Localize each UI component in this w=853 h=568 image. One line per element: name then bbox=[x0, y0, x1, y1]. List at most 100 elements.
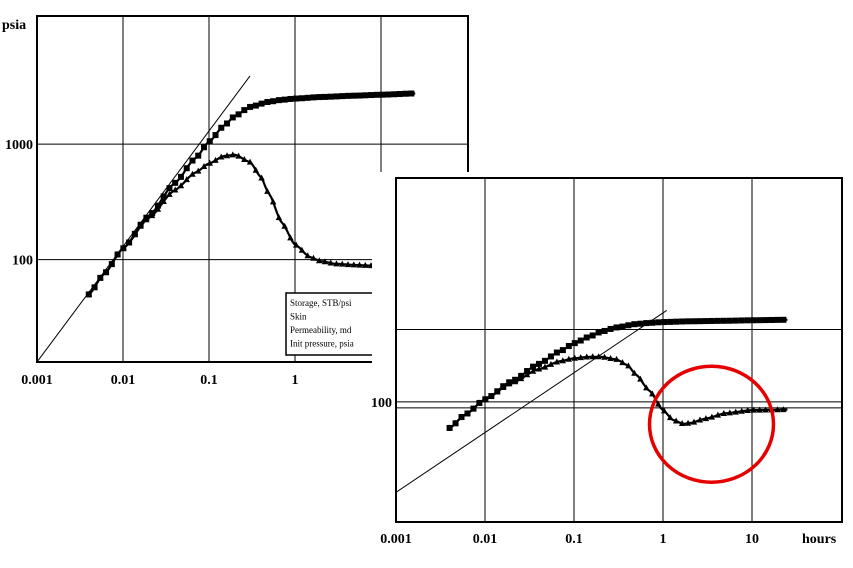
chart-1-derivative-point bbox=[275, 214, 283, 221]
chart-1-derivative-point bbox=[154, 205, 162, 212]
chart-2-pressure-change-point bbox=[536, 360, 543, 367]
chart-1-derivative-point bbox=[246, 158, 254, 165]
chart-1-x-tick-label: 0.01 bbox=[111, 373, 136, 388]
chart-1-pressure-change-point bbox=[247, 103, 254, 110]
chart-1-pressure-change-point bbox=[241, 107, 248, 114]
chart-1-y-tick-label: 1000 bbox=[5, 138, 33, 153]
chart-1-y-axis-label: psia bbox=[2, 18, 26, 33]
chart-1-pressure-change-point bbox=[229, 114, 236, 121]
chart-2-pressure-change-point bbox=[685, 318, 692, 325]
chart-2-pressure-change-point bbox=[667, 318, 674, 325]
chart-2-derivative-point bbox=[649, 390, 656, 397]
chart-2-derivative-point bbox=[535, 365, 543, 372]
chart-2-pressure-change-point bbox=[720, 317, 727, 324]
chart-2-pressure-change-point bbox=[726, 317, 733, 324]
chart-1-pressure-change-point bbox=[396, 90, 403, 97]
chart-1-pressure-change-point bbox=[270, 98, 277, 105]
chart-2-pressure-change-point bbox=[714, 317, 721, 324]
chart-1-unit-slope-line bbox=[37, 75, 251, 362]
chart-1-pressure-change-point bbox=[408, 90, 415, 97]
chart-1-derivative-point bbox=[350, 261, 357, 268]
chart-2-derivative-point bbox=[690, 418, 698, 425]
chart-2-derivative-point bbox=[470, 405, 477, 412]
chart-2-derivative-point bbox=[702, 415, 710, 422]
chart-1-pressure-change-point bbox=[166, 185, 173, 192]
chart-2-derivative-point bbox=[750, 406, 757, 413]
chart-1-pressure-change-point bbox=[172, 179, 179, 186]
chart-1-series-unit-slope-line bbox=[37, 75, 251, 362]
chart-2-derivative-point bbox=[482, 395, 489, 402]
chart-1-derivative-point bbox=[206, 159, 213, 166]
chart-1-pressure-change-point bbox=[385, 91, 392, 98]
chart-2-pressure-change-point bbox=[643, 320, 650, 327]
chart-1-derivative-point bbox=[339, 260, 346, 267]
chart-2-derivative-point bbox=[726, 409, 733, 416]
chart-1-derivative-point bbox=[333, 260, 340, 267]
chart-1-derivative-point bbox=[264, 187, 271, 194]
chart-1-derivative-point bbox=[310, 254, 317, 261]
chart-1-derivative-point bbox=[171, 186, 179, 193]
chart-2: 0.001 0.01 0.1 1 10 100 hours bbox=[371, 172, 853, 563]
chart-2-pressure-change-point bbox=[559, 347, 566, 354]
chart-2-pressure-change-point bbox=[655, 319, 662, 326]
chart-1-derivative-point bbox=[321, 258, 329, 265]
chart-1-derivative-point bbox=[344, 261, 352, 268]
chart-2-pressure-change-point bbox=[530, 363, 537, 370]
chart-2-pressure-change-point bbox=[589, 332, 596, 339]
chart-1-pressure-change-point bbox=[316, 94, 323, 101]
chart-1-pressure-change-point bbox=[281, 96, 288, 103]
chart-1-derivative-point bbox=[287, 234, 294, 241]
chart-2-pressure-change-point bbox=[625, 322, 632, 329]
chart-2-derivative-point bbox=[678, 420, 686, 427]
chart-1-y-tick-label: 100 bbox=[12, 254, 33, 269]
chart-1-pressure-change-point bbox=[310, 94, 317, 101]
chart-1-pressure-change-point bbox=[368, 92, 375, 99]
chart-2-derivative-point bbox=[601, 353, 608, 360]
chart-2-pressure-change-point bbox=[774, 316, 781, 323]
chart-2-derivative-point bbox=[547, 360, 555, 367]
chart-2-pressure-change-point bbox=[780, 316, 787, 323]
chart-2-derivative-point bbox=[506, 380, 513, 387]
chart-1-derivative-point bbox=[292, 241, 300, 248]
legend-row-label: Storage, STB/psi bbox=[290, 298, 352, 308]
chart-2-derivative-point bbox=[744, 407, 751, 414]
chart-1-derivative-point bbox=[298, 246, 306, 253]
chart-2-derivative-point bbox=[619, 359, 626, 366]
chart-1-pressure-change-point bbox=[275, 97, 282, 104]
chart-1-derivative-point bbox=[143, 216, 150, 223]
chart-1-derivative-point bbox=[269, 198, 277, 205]
chart-2-derivative-point bbox=[565, 355, 573, 362]
chart-2-derivative-point bbox=[762, 406, 769, 413]
chart-1-pressure-change-point bbox=[195, 152, 202, 159]
chart-1-pressure-change-point bbox=[321, 93, 328, 100]
chart-2-pressure-change-point bbox=[750, 317, 757, 324]
chart-1-derivative-point bbox=[223, 152, 231, 159]
chart-1-pressure-change-point bbox=[218, 124, 225, 131]
chart-1-pressure-change-point bbox=[177, 173, 184, 180]
chart-1-pressure-change-point bbox=[379, 91, 386, 98]
chart-2-derivative-point bbox=[774, 406, 781, 413]
chart-1-derivative-point bbox=[252, 166, 260, 173]
chart-2-pressure-change-point bbox=[577, 337, 584, 344]
chart-1-derivative-point bbox=[177, 182, 185, 189]
chart-2-pressure-change-point bbox=[762, 317, 769, 324]
chart-2-pressure-change-point bbox=[541, 357, 548, 364]
chart-2-x-tick-label: 0.001 bbox=[380, 532, 412, 547]
chart-2-derivative-point bbox=[756, 406, 763, 413]
chart-1-derivative-point bbox=[160, 197, 167, 204]
chart-2-x-tick-label: 0.01 bbox=[473, 532, 498, 547]
chart-2-derivative-point bbox=[577, 354, 584, 361]
chart-2-pressure-change-point bbox=[637, 320, 644, 327]
chart-1-derivative-point bbox=[327, 259, 334, 266]
highlight-circle bbox=[647, 364, 776, 484]
chart-1-derivative-point bbox=[304, 252, 311, 259]
chart-2-derivative-point bbox=[488, 392, 495, 399]
chart-1-pressure-change-point bbox=[293, 95, 300, 102]
chart-1-pressure-change-point bbox=[327, 93, 334, 100]
chart-1-derivative-point bbox=[362, 261, 369, 268]
chart-2-series-unit-slope-line bbox=[396, 310, 667, 493]
chart-2-pressure-change-point bbox=[607, 325, 614, 332]
chart-1-derivative-point bbox=[131, 231, 139, 238]
chart-2-data bbox=[396, 310, 788, 493]
